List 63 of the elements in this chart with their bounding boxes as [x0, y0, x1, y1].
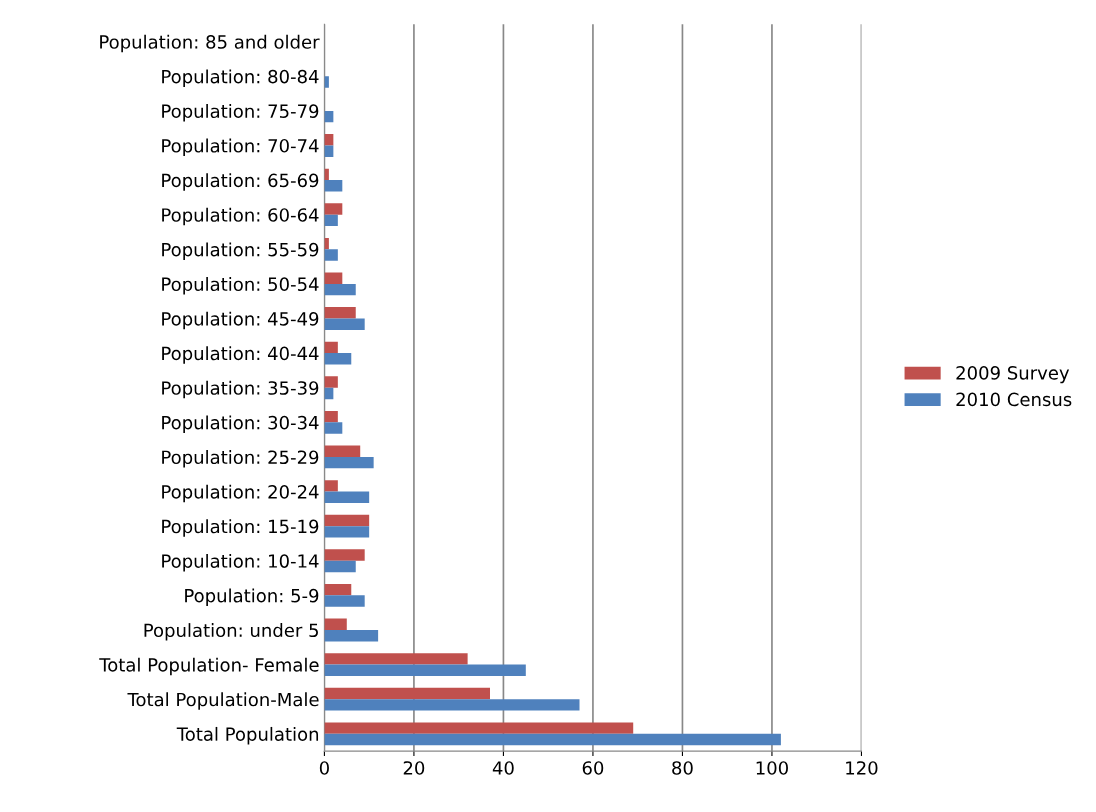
x-tick-label: 80 [672, 761, 693, 775]
legend-label: 2009 Survey [956, 366, 1070, 384]
bar [324, 514, 370, 527]
y-tick-label: Population: 80-84 [162, 69, 319, 87]
bar [324, 699, 580, 711]
bar [324, 549, 365, 561]
bar [324, 526, 370, 538]
bar [324, 664, 526, 676]
bar [324, 722, 634, 734]
y-tick-label: Total Population- Female [99, 657, 319, 676]
x-tick-label: 120 [846, 761, 878, 775]
bar [324, 560, 356, 573]
bar [324, 318, 365, 330]
bar [324, 214, 338, 227]
bar [324, 480, 338, 492]
bar [324, 272, 343, 284]
bar [324, 341, 338, 354]
y-tick-label: Population: 65-69 [162, 173, 319, 191]
x-tick-label: 0 [319, 761, 329, 775]
x-tick-label: 60 [582, 761, 604, 775]
bar [324, 629, 379, 642]
bar [324, 456, 374, 469]
legend-label: 2010 Census [956, 392, 1072, 407]
bar [324, 307, 356, 319]
bar [324, 249, 338, 261]
bar [324, 376, 338, 388]
bar [324, 687, 490, 700]
bar [324, 653, 468, 665]
y-tick-label: Population: 20-24 [162, 484, 319, 503]
y-tick-label: Population: 15-19 [162, 519, 319, 537]
y-tick-label: Population: 10-14 [162, 553, 319, 572]
bar [324, 595, 365, 607]
y-tick-label: Population: 40-44 [162, 346, 319, 364]
bar [324, 618, 347, 630]
bar [324, 491, 370, 503]
y-tick-label: Population: 55-59 [162, 242, 319, 260]
bar [324, 422, 343, 434]
bar [324, 180, 343, 192]
bar [324, 445, 361, 457]
y-tick-label: Population: 75-79 [162, 104, 319, 122]
bar [324, 583, 352, 596]
bar [324, 145, 334, 157]
bar [324, 203, 343, 215]
y-tick-label: Population: 85 and older [100, 34, 320, 53]
y-tick-label: Total Population-Male [127, 692, 319, 710]
y-tick-label: Population: 25-29 [162, 450, 319, 468]
y-tick-label: Population: 50-54 [162, 277, 319, 295]
bar [324, 283, 356, 296]
bar [324, 733, 781, 746]
y-tick-label: Population: 45-49 [162, 311, 319, 330]
bar [324, 76, 329, 88]
x-tick-label: 40 [492, 761, 514, 775]
bar [324, 410, 338, 423]
x-tick-label: 20 [403, 761, 425, 775]
x-tick-label: 100 [756, 761, 788, 775]
y-tick-label: Population: 70-74 [162, 138, 319, 157]
y-tick-label: Population: under 5 [144, 623, 318, 641]
y-tick-label: Population: 60-64 [162, 207, 319, 226]
y-tick-label: Total Population [176, 726, 319, 745]
bar [324, 353, 352, 365]
y-tick-label: Population: 30-34 [162, 415, 319, 433]
y-tick-label: Population: 35-39 [162, 380, 319, 399]
y-tick-label: Population: 5-9 [185, 588, 319, 606]
